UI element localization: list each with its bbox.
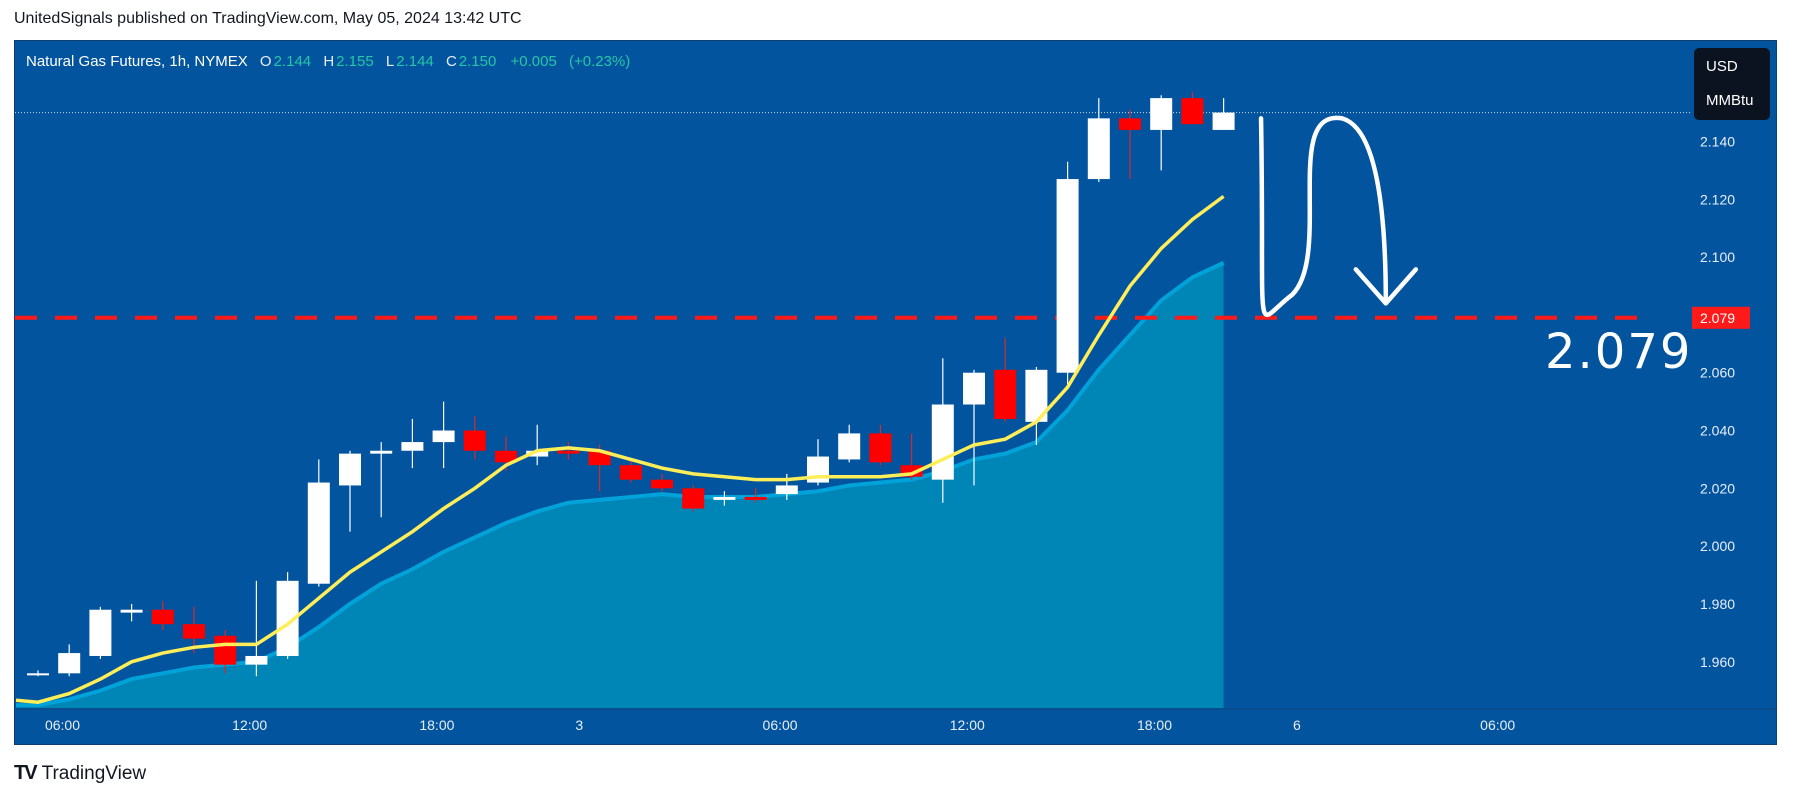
candle-body[interactable] — [307, 482, 330, 584]
x-axis-tick-label: 6 — [1293, 717, 1301, 733]
candle-body[interactable] — [339, 453, 361, 486]
open-value: 2.144 — [273, 53, 312, 70]
x-axis-tick-label: 06:00 — [763, 717, 798, 733]
y-axis-tick-label: 2.000 — [1700, 538, 1735, 554]
candle-body[interactable] — [432, 430, 455, 443]
candle-body[interactable] — [619, 465, 642, 480]
candle-body[interactable] — [1056, 179, 1079, 373]
publisher-line: UnitedSignals published on TradingView.c… — [14, 10, 522, 27]
currency-label: USD — [1706, 58, 1738, 75]
candle-body[interactable] — [58, 653, 81, 674]
area-series-fill — [16, 262, 1224, 708]
y-axis-tick-label: 2.020 — [1700, 480, 1735, 496]
close-value: 2.150 — [458, 53, 497, 70]
tradingview-wordmark: TradingView — [41, 762, 147, 784]
candle-body[interactable] — [651, 479, 673, 489]
y-axis-tick-label: 2.120 — [1700, 191, 1735, 207]
high-value: 2.155 — [336, 53, 374, 70]
candle-body[interactable] — [151, 609, 174, 625]
x-axis-tick-label: 06:00 — [45, 717, 80, 733]
projection-annotation-path[interactable] — [1258, 115, 1389, 318]
high-key: H — [323, 53, 335, 70]
candle-body[interactable] — [1025, 369, 1048, 422]
level-price-tag-label: 2.079 — [1700, 310, 1735, 326]
candle-body[interactable] — [1212, 112, 1235, 130]
y-axis-tick-label: 2.100 — [1700, 249, 1735, 265]
projection-arrowhead-icon — [1353, 267, 1419, 306]
y-axis-tick-label: 2.140 — [1700, 133, 1735, 149]
candle-body[interactable] — [1087, 118, 1110, 180]
candle-body[interactable] — [557, 450, 580, 454]
candle-body[interactable] — [900, 465, 923, 477]
y-axis-tick-label: 2.060 — [1700, 365, 1735, 381]
change-percent: (+0.23%) — [568, 53, 631, 70]
candle-body[interactable] — [744, 497, 767, 500]
candle-body[interactable] — [27, 673, 49, 676]
symbol-label[interactable]: Natural Gas Futures, 1h, NYMEX — [26, 53, 248, 70]
open-key: O — [259, 53, 272, 70]
candle-body[interactable] — [89, 609, 112, 656]
low-key: L — [385, 53, 395, 70]
close-key: C — [445, 53, 457, 70]
candle-body[interactable] — [120, 609, 143, 613]
candle-body[interactable] — [401, 442, 424, 451]
candle-body[interactable] — [963, 372, 985, 405]
candle-body[interactable] — [370, 450, 393, 454]
candle-body[interactable] — [713, 497, 736, 500]
currency-unit-box[interactable]: USD MMBtu — [1694, 48, 1770, 120]
candle-body[interactable] — [682, 488, 705, 509]
level-price-tag[interactable] — [1692, 306, 1750, 329]
x-axis-tick-label: 18:00 — [419, 717, 454, 733]
candle-body[interactable] — [245, 655, 268, 665]
candle-body[interactable] — [276, 580, 299, 656]
tradingview-mark-icon: TV — [14, 762, 38, 784]
candle-body[interactable] — [588, 450, 611, 466]
candle-body[interactable] — [526, 450, 549, 457]
candle-body[interactable] — [931, 404, 954, 480]
candle-body[interactable] — [1150, 98, 1173, 130]
level-annotation-label: 2.079 — [1545, 324, 1692, 380]
y-axis-tick-label: 1.980 — [1700, 596, 1735, 612]
y-axis-tick-label: 1.960 — [1700, 654, 1735, 670]
candle-body[interactable] — [869, 433, 892, 463]
candle-body[interactable] — [214, 635, 237, 665]
tradingview-logo[interactable]: TV TradingView — [14, 762, 146, 785]
unit-label: MMBtu — [1706, 92, 1754, 109]
x-axis-tick-label: 06:00 — [1480, 717, 1515, 733]
y-axis-tick-label: 2.040 — [1700, 423, 1735, 439]
candle-body[interactable] — [1181, 98, 1204, 125]
candle-body[interactable] — [838, 433, 861, 460]
candle-body[interactable] — [994, 369, 1017, 419]
candle-body[interactable] — [183, 624, 205, 639]
moving-average-line — [15, 194, 1225, 704]
low-value: 2.144 — [396, 53, 434, 70]
candle-body[interactable] — [463, 430, 486, 451]
x-axis-tick-label: 18:00 — [1137, 717, 1172, 733]
area-series-line — [16, 261, 1225, 708]
change-value: +0.005 — [510, 53, 557, 70]
candle-body[interactable] — [495, 450, 517, 463]
x-axis-tick-label: 12:00 — [950, 717, 985, 733]
candle-body[interactable] — [1119, 118, 1141, 130]
x-axis-tick-label: 3 — [575, 717, 583, 733]
x-axis-tick-label: 12:00 — [232, 717, 267, 733]
candle-body[interactable] — [775, 485, 798, 495]
